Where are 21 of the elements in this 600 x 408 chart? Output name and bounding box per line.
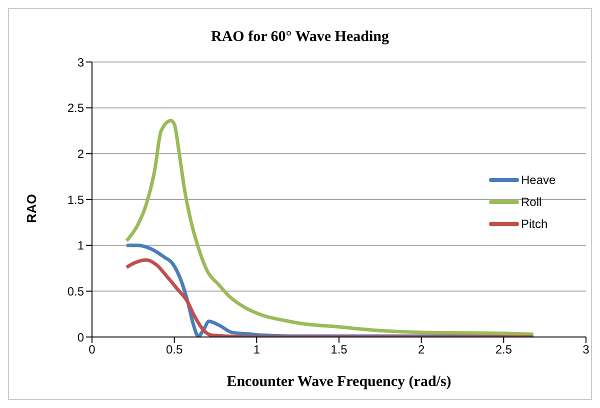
legend-label: Pitch [521, 217, 548, 231]
legend-label: Roll [521, 195, 542, 209]
x-tick-label: 1.5 [330, 342, 348, 357]
x-tick-label: 3 [582, 342, 590, 357]
y-tick-label: 0.5 [67, 284, 84, 298]
x-tick-label: 2 [418, 342, 425, 357]
line-series [124, 258, 536, 337]
x-tick-label: 1 [253, 342, 260, 357]
y-tick-label: 1.5 [67, 192, 84, 207]
chart-title: RAO for 60° Wave Heading [210, 29, 390, 46]
y-tick-label: 3 [77, 55, 84, 70]
x-tick-label: 2.5 [495, 342, 512, 357]
x-axis-title: Encounter Wave Frequency (rad/s) [226, 374, 452, 391]
y-tick-label: 2.5 [67, 101, 84, 116]
x-tick-label: 0.5 [166, 342, 183, 357]
y-axis-title: RAO [24, 194, 39, 223]
y-tick-label: 1 [77, 238, 84, 253]
y-tick-label: 0 [77, 330, 84, 344]
legend-label: Heave [521, 173, 556, 187]
x-tick-label: 0 [88, 342, 96, 357]
y-tick-label: 2 [77, 146, 84, 161]
